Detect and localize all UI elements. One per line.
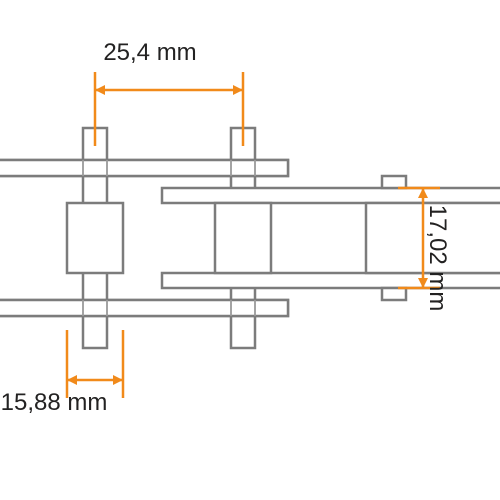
dimension-height-label: 17,02 mm bbox=[424, 205, 451, 312]
dimension-pitch-label: 25,4 mm bbox=[103, 39, 196, 66]
chain-diagram: 25,4 mm 15,88 mm 17,02 mm bbox=[0, 0, 500, 500]
dimension-width-label: 15,88 mm bbox=[1, 389, 108, 416]
